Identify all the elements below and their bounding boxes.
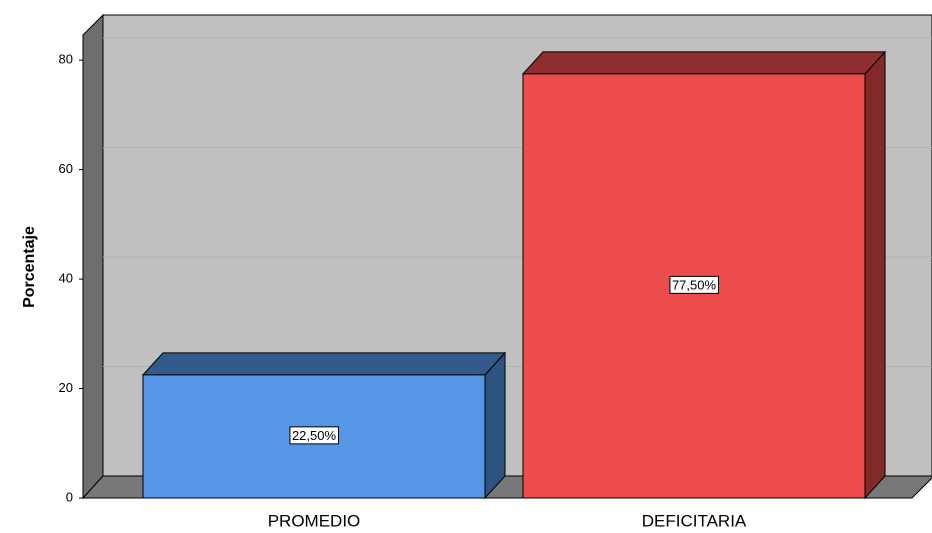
value-label: 22,50% [292, 428, 337, 443]
value-label-box [669, 275, 719, 294]
y-tick-label: 40 [59, 271, 73, 286]
y-tick-label: 60 [59, 161, 73, 176]
bar [521, 50, 887, 500]
y-tick-label: 20 [59, 380, 73, 395]
bar-side [484, 351, 506, 500]
bar [141, 351, 507, 500]
value-label-box [289, 426, 339, 445]
value-label: 77,50% [672, 277, 717, 292]
y-tick-label: 80 [59, 52, 73, 67]
y-tick-label: 0 [66, 489, 73, 504]
bar-top [521, 51, 887, 75]
x-tick-label: DEFICITARIA [642, 511, 747, 530]
bar-top [141, 352, 507, 376]
x-tick-label: PROMEDIO [268, 511, 361, 530]
y-axis-label: Porcentaje [21, 226, 38, 308]
bar-side [864, 50, 886, 500]
side-wall [82, 13, 104, 500]
